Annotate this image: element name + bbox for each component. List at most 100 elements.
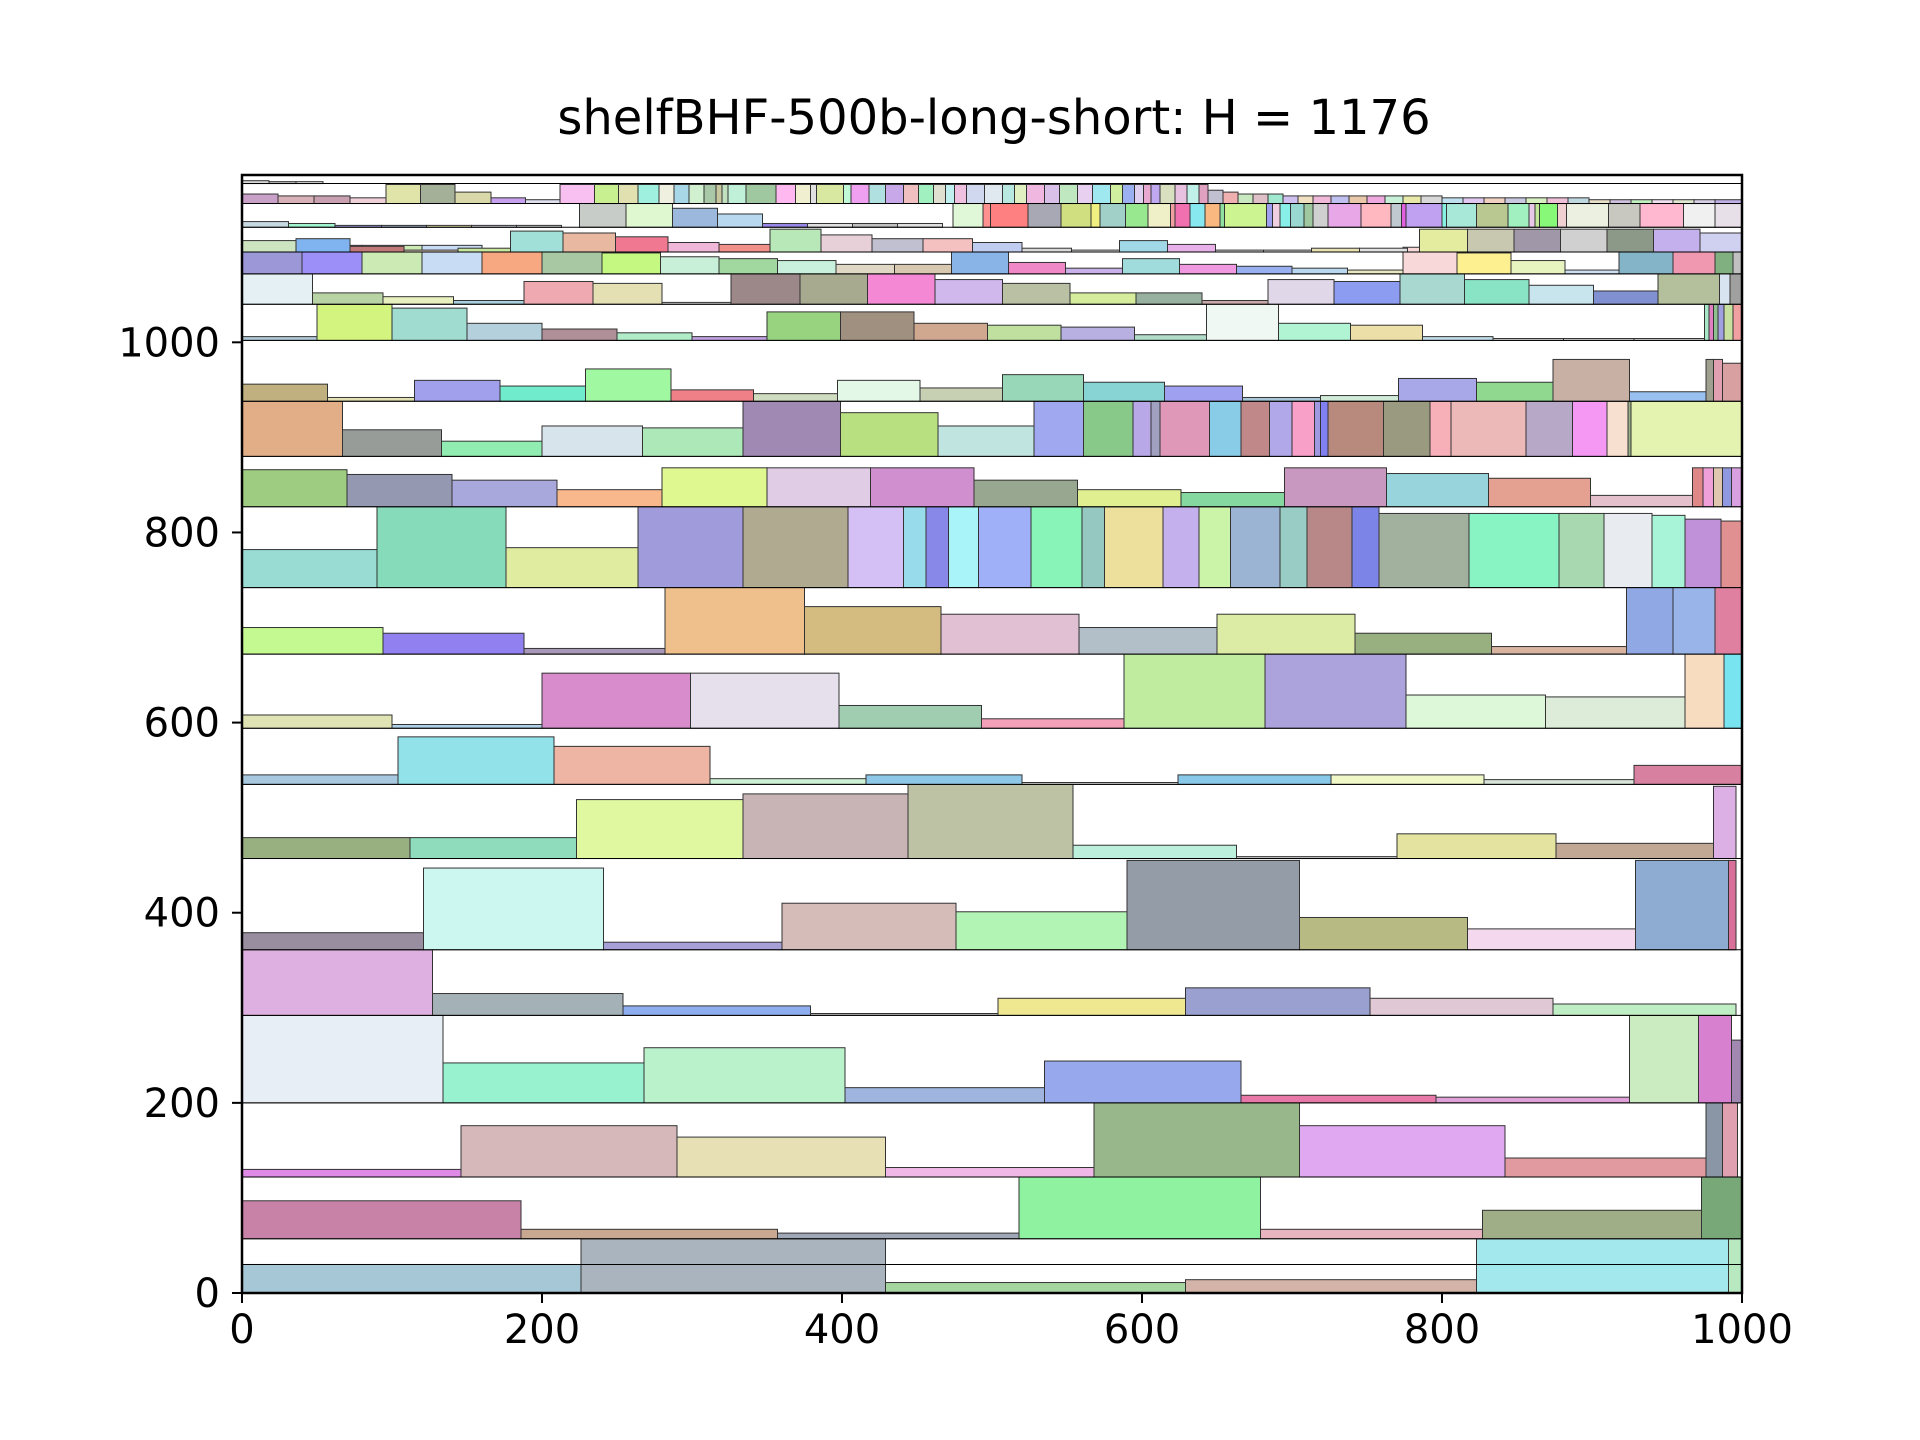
packed-rect-147 xyxy=(937,425,1035,457)
packed-rect-429 xyxy=(1693,199,1716,205)
packed-rect-340 xyxy=(1476,203,1509,228)
packed-rect-145 xyxy=(742,400,841,457)
packed-rect-79 xyxy=(1545,696,1686,729)
packed-rect-188 xyxy=(1722,362,1743,402)
packed-rect-285 xyxy=(1167,243,1216,253)
packed-rect-250 xyxy=(894,263,952,275)
packed-rect-230 xyxy=(1267,279,1335,305)
packed-rect-268 xyxy=(295,238,351,253)
packed-rect-293 xyxy=(1560,228,1608,253)
packed-rect-148 xyxy=(1033,400,1084,457)
packed-rect-136 xyxy=(1702,467,1714,508)
packed-rect-81 xyxy=(1723,646,1743,729)
packed-rect-205 xyxy=(1422,336,1494,341)
packed-rect-311 xyxy=(897,222,943,228)
packed-rect-415 xyxy=(1402,195,1422,205)
packed-rect-55 xyxy=(1072,844,1237,860)
packed-rect-108 xyxy=(1162,506,1200,589)
packed-rect-410 xyxy=(1312,195,1332,205)
packed-rect-426 xyxy=(1630,199,1653,205)
packed-rect-95 xyxy=(241,549,378,589)
chart-title: shelfBHF-500b-long-short: H = 1176 xyxy=(557,90,1430,146)
packed-rect-214 xyxy=(1732,303,1743,341)
packed-rect-239 xyxy=(241,251,303,275)
packed-rect-159 xyxy=(1327,400,1384,457)
packed-rect-236 xyxy=(1657,273,1720,305)
packed-rect-358 xyxy=(490,197,526,205)
packed-rect-331 xyxy=(1303,203,1314,228)
packed-rect-392 xyxy=(1077,184,1093,205)
y-tick-label-800: 800 xyxy=(144,510,220,556)
packed-rect-220 xyxy=(592,282,663,305)
packed-rect-424 xyxy=(1588,199,1611,205)
packed-rect-62 xyxy=(553,745,711,785)
packed-rect-74 xyxy=(838,704,982,729)
packed-rect-176 xyxy=(919,387,1003,402)
packed-rect-428 xyxy=(1672,199,1695,205)
packed-rect-314 xyxy=(990,203,1029,228)
packed-rect-412 xyxy=(1348,195,1368,205)
packed-rect-377 xyxy=(850,184,870,205)
packed-rect-262 xyxy=(1564,269,1620,275)
packed-rect-39 xyxy=(1552,1003,1737,1016)
packed-rect-163 xyxy=(1525,400,1573,457)
packed-rect-160 xyxy=(1383,400,1431,457)
packed-rect-28 xyxy=(1435,1096,1630,1104)
packed-rect-169 xyxy=(327,396,415,402)
packed-rect-22 xyxy=(241,1014,444,1104)
packed-rect-389 xyxy=(1026,184,1045,205)
packed-rect-204 xyxy=(1350,324,1423,341)
packed-rect-131 xyxy=(1284,467,1387,508)
packed-rect-256 xyxy=(1236,265,1293,275)
packed-rect-103 xyxy=(948,506,979,589)
packed-rect-320 xyxy=(1147,203,1171,228)
packed-rect-403 xyxy=(1207,189,1224,205)
packed-rect-228 xyxy=(1135,292,1203,305)
packed-rect-33 xyxy=(432,993,624,1016)
packed-rect-355 xyxy=(385,184,421,205)
packed-rect-157 xyxy=(1314,400,1321,457)
packed-rect-6 xyxy=(241,1200,522,1240)
packed-rect-350 xyxy=(1714,203,1743,228)
packed-rect-362 xyxy=(618,184,639,205)
packed-rect-329 xyxy=(1279,203,1291,228)
packed-rect-421 xyxy=(1525,197,1548,205)
packed-rect-344 xyxy=(1539,203,1558,228)
packed-rect-413 xyxy=(1366,195,1386,205)
packed-rect-337 xyxy=(1405,203,1443,228)
packed-rect-75 xyxy=(981,718,1125,729)
packed-rect-139 xyxy=(1731,467,1743,508)
packed-rect-292 xyxy=(1513,228,1561,253)
packed-rect-269 xyxy=(349,245,405,253)
packed-rect-399 xyxy=(1159,184,1176,205)
packed-rect-122 xyxy=(346,473,453,508)
packed-rect-156 xyxy=(1291,400,1315,457)
packed-rect-9 xyxy=(1018,1176,1261,1240)
y-tick-label-600: 600 xyxy=(144,701,220,747)
packed-rect-40 xyxy=(241,932,424,951)
packed-rect-409 xyxy=(1297,195,1314,205)
packed-rect-335 xyxy=(1390,203,1402,228)
packed-rect-308 xyxy=(762,222,808,228)
packed-rect-271 xyxy=(457,247,511,253)
packed-rect-101 xyxy=(903,506,927,589)
packed-rect-88 xyxy=(1078,627,1218,655)
packed-rect-175 xyxy=(837,379,921,402)
packed-rect-187 xyxy=(1713,358,1723,402)
packed-rect-0 xyxy=(241,1263,582,1294)
packed-rect-111 xyxy=(1279,506,1308,589)
packed-rect-183 xyxy=(1476,381,1554,402)
packed-rect-193 xyxy=(541,328,618,341)
packed-rect-200 xyxy=(1060,326,1135,341)
packed-rect-179 xyxy=(1164,385,1243,402)
packed-rect-42 xyxy=(603,941,783,951)
packed-rect-191 xyxy=(391,307,468,341)
packed-rect-23 xyxy=(442,1062,645,1104)
packed-rect-247 xyxy=(718,258,778,275)
packed-rect-97 xyxy=(505,547,639,589)
packed-rect-374 xyxy=(810,184,817,205)
packed-rect-149 xyxy=(1083,400,1134,457)
packed-rect-231 xyxy=(1333,280,1401,305)
packed-rect-118 xyxy=(1651,514,1686,589)
packed-rect-306 xyxy=(672,207,718,228)
